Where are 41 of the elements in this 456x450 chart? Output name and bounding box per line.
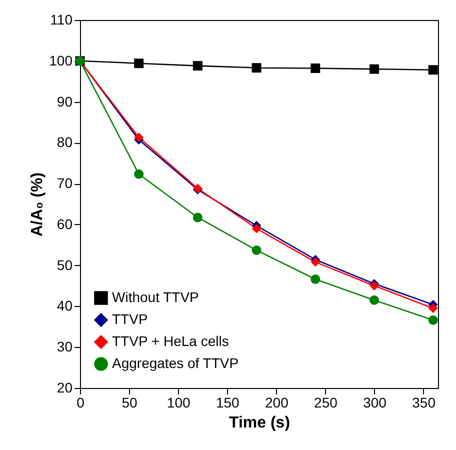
x-tick-label: 250	[314, 394, 338, 410]
point	[134, 132, 144, 142]
point	[428, 65, 438, 75]
legend-label: Aggregates of TTVP	[112, 355, 239, 371]
y-tick-label: 20	[56, 380, 73, 396]
x-tick-label: 50	[122, 394, 138, 410]
point	[428, 304, 438, 314]
x-tick-label: 200	[264, 394, 289, 410]
point	[310, 257, 320, 267]
y-tick-label: 50	[56, 256, 73, 273]
point	[370, 64, 379, 74]
point	[252, 245, 262, 255]
point	[192, 212, 202, 222]
y-tick-label: 60	[56, 216, 73, 232]
y-axis-title: A/A₀ (%)	[29, 172, 46, 237]
x-tick-label: 0	[76, 394, 85, 410]
point	[252, 63, 262, 73]
x-tick-label: 150	[216, 394, 240, 410]
point	[370, 295, 379, 305]
y-tick-label: 30	[56, 338, 73, 355]
y-tick-label: 70	[56, 175, 73, 192]
point	[310, 64, 320, 73]
legend-label: TTVP + HeLa cells	[112, 333, 229, 349]
point	[134, 169, 144, 179]
point	[428, 315, 438, 325]
y-tick-label: 90	[56, 93, 73, 110]
x-tick-label: 350	[412, 394, 436, 410]
x-tick-label: 100	[166, 394, 190, 410]
y-tick-label: 110	[50, 12, 73, 28]
legend-label: Without TTVP	[112, 289, 199, 305]
y-tick-label: 40	[56, 298, 73, 314]
legend-label: TTVP	[112, 311, 148, 327]
x-axis-title: Time (s)	[228, 414, 290, 432]
point	[192, 61, 202, 71]
x-tick-label: 300	[363, 394, 387, 410]
point	[134, 58, 144, 68]
y-tick-label: 100	[49, 52, 73, 68]
point	[252, 224, 262, 234]
point	[370, 281, 379, 291]
y-tick-label: 80	[56, 134, 73, 150]
point	[310, 274, 320, 284]
